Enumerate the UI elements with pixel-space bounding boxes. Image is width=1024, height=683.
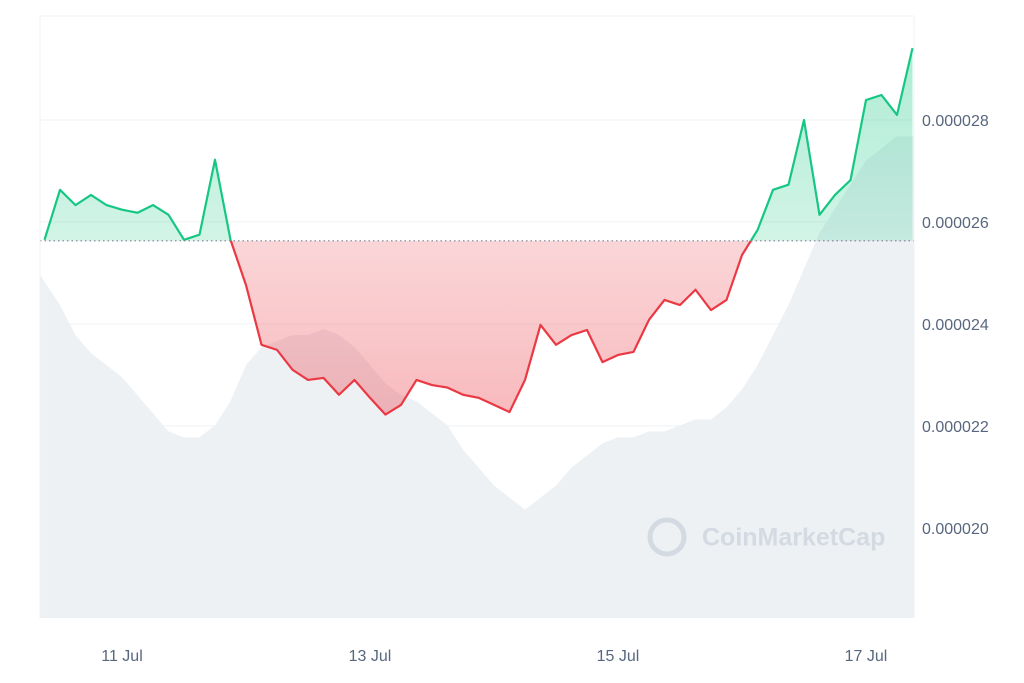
price-line-down [183, 240, 753, 416]
volume-area [40, 136, 914, 618]
x-tick-label: 13 Jul [349, 648, 392, 665]
area-down [230, 240, 751, 415]
y-tick-label: 0.000026 [922, 215, 989, 232]
watermark: CoinMarketCap [647, 517, 885, 557]
y-tick-label: 0.000022 [922, 419, 989, 436]
price-line-up [43, 47, 914, 241]
y-tick-label: 0.000020 [922, 521, 989, 538]
area-layer [40, 48, 914, 415]
x-tick-label: 11 Jul [101, 648, 143, 665]
line-layer [43, 47, 914, 416]
watermark-text: CoinMarketCap [702, 524, 885, 552]
y-tick-label: 0.000024 [922, 317, 989, 334]
x-tick-label: 17 Jul [845, 648, 888, 665]
y-tick-label: 0.000028 [922, 113, 989, 130]
x-tick-label: 15 Jul [597, 648, 640, 665]
area-up [44, 48, 913, 241]
volume-layer [40, 136, 914, 618]
watermark-logo [647, 517, 687, 557]
grid-layer: 0.000020 0.000022 0.000024 0.000026 0.000028… [40, 113, 989, 665]
